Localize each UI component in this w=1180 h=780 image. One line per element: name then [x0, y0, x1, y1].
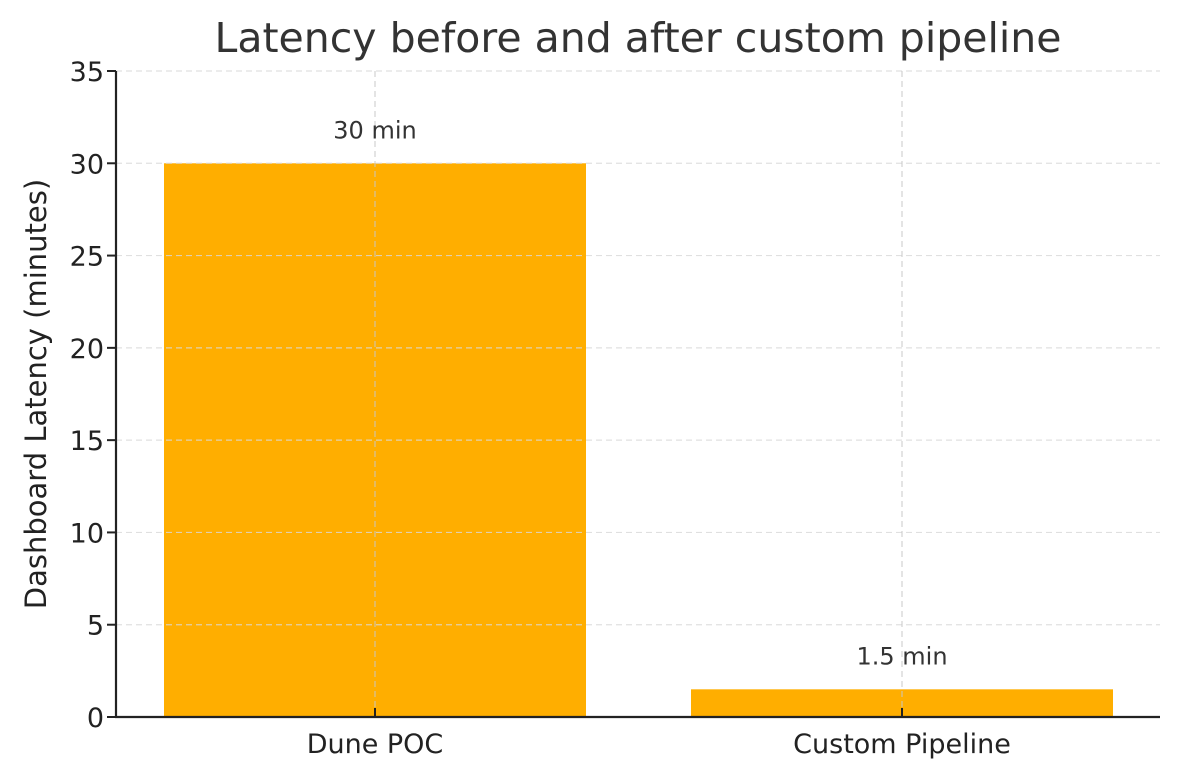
- bar-value-label: 1.5 min: [856, 642, 947, 670]
- y-tick-label: 15: [70, 426, 104, 457]
- y-tick-label: 35: [70, 57, 104, 88]
- x-tick-label: Dune POC: [307, 729, 444, 760]
- y-tick-label: 20: [70, 334, 104, 365]
- x-tick-label: Custom Pipeline: [793, 729, 1011, 760]
- y-tick-label: 25: [70, 242, 104, 273]
- chart-title: Latency before and after custom pipeline: [214, 14, 1062, 62]
- y-tick-label: 10: [70, 518, 104, 549]
- y-tick-label: 0: [87, 703, 104, 734]
- bar-value-label: 30 min: [333, 116, 416, 144]
- y-tick-label: 5: [87, 611, 104, 642]
- y-tick-label: 30: [70, 149, 104, 180]
